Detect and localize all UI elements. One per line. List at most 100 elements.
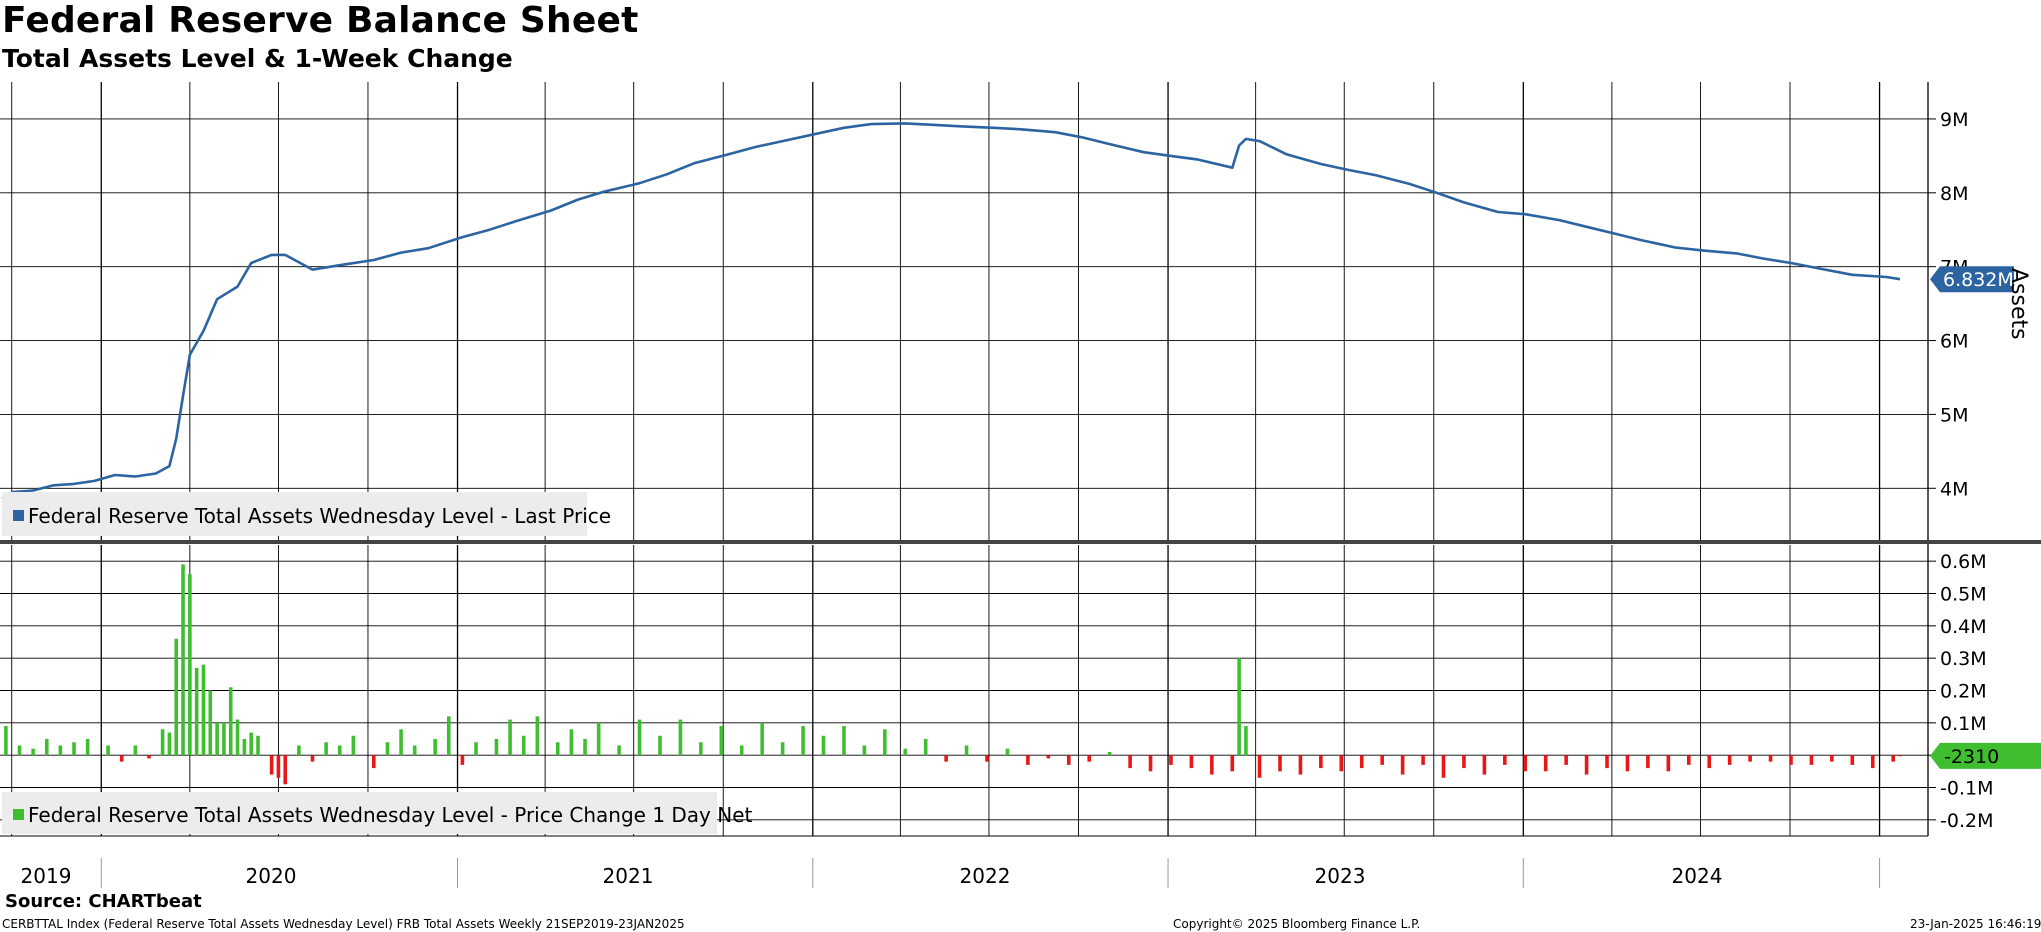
level-tick-label: 6M	[1940, 331, 1968, 353]
change-bar	[1666, 755, 1671, 772]
change-tick-label: 0.6M	[1940, 551, 1987, 573]
change-legend-swatch	[13, 809, 24, 820]
change-bar	[944, 755, 948, 762]
total-assets-line	[1, 122, 1901, 500]
change-bar	[215, 722, 219, 756]
change-bar	[1686, 755, 1691, 765]
change-bar	[1107, 751, 1112, 756]
change-bar	[596, 722, 601, 756]
change-bar	[1748, 755, 1752, 762]
change-bar	[1870, 755, 1875, 769]
change-bar	[147, 755, 151, 759]
change-tick-label: 0.2M	[1940, 681, 1987, 703]
change-legend-label: Federal Reserve Total Assets Wednesday L…	[28, 803, 753, 827]
change-bar	[1646, 755, 1650, 769]
change-bar	[446, 716, 451, 756]
change-tick-label: 0.4M	[1940, 616, 1987, 638]
last-change-value: -2310	[1944, 746, 1999, 768]
change-bar	[617, 745, 621, 756]
copyright-text: Copyright© 2025 Bloomberg Finance L.P.	[1173, 917, 1421, 931]
change-bar	[351, 735, 356, 756]
change-bar	[1148, 755, 1153, 772]
change-bar	[739, 745, 744, 756]
change-bar	[1319, 755, 1323, 769]
change-bar	[903, 748, 908, 756]
change-bar	[31, 748, 35, 756]
change-bar	[222, 722, 226, 756]
change-bar	[167, 732, 172, 756]
level-tick-label: 5M	[1940, 404, 1968, 426]
change-bar	[658, 735, 662, 756]
change-bar	[249, 732, 253, 756]
change-bar	[201, 664, 206, 756]
change-bar	[985, 755, 989, 762]
change-bar	[842, 726, 846, 756]
change-bar	[801, 726, 805, 756]
change-bar	[1026, 755, 1030, 765]
change-bar	[923, 739, 928, 756]
change-bar	[72, 742, 76, 756]
change-bar	[1046, 755, 1051, 759]
change-bar	[1244, 726, 1248, 756]
change-bar	[1230, 755, 1235, 772]
change-bar	[678, 719, 683, 756]
change-bar	[719, 726, 724, 756]
change-bar	[1210, 755, 1214, 775]
change-bar	[160, 729, 165, 756]
change-bar	[583, 739, 587, 756]
change-bar	[399, 729, 403, 756]
change-bar	[508, 719, 512, 756]
change-bar	[208, 690, 213, 756]
change-bar	[44, 739, 49, 756]
change-tick-label: 0.1M	[1940, 713, 1987, 735]
change-bar	[699, 742, 703, 756]
change-bar	[181, 564, 185, 756]
x-tick-label: 2020	[246, 864, 297, 888]
change-bar	[106, 745, 110, 756]
change-bar	[1237, 658, 1241, 756]
x-tick-label: 2023	[1315, 864, 1366, 888]
change-bar	[1707, 755, 1712, 769]
change-bar	[521, 735, 526, 756]
change-bar	[1421, 755, 1425, 765]
change-bar	[194, 667, 199, 756]
change-bar	[1727, 755, 1732, 765]
change-bar	[119, 755, 124, 762]
change-bar	[1809, 755, 1814, 765]
change-bar	[242, 739, 247, 756]
change-bar	[228, 687, 233, 756]
level-tick-label: 4M	[1940, 478, 1968, 500]
change-bar	[883, 729, 887, 756]
change-bar	[433, 739, 437, 756]
level-tick-label: 8M	[1940, 183, 1968, 205]
last-level-value: 6.832M	[1943, 269, 2014, 291]
x-tick-label: 2022	[960, 864, 1011, 888]
chart-title: Federal Reserve Balance Sheet	[2, 0, 639, 41]
change-bar	[535, 716, 540, 756]
change-bar	[1066, 755, 1071, 765]
change-bar	[474, 742, 478, 756]
change-bar	[1605, 755, 1609, 769]
change-bar	[324, 742, 328, 756]
level-legend-box	[2, 492, 587, 536]
change-bar	[1523, 755, 1528, 772]
last-change-tag	[1930, 742, 2041, 769]
change-bar	[1830, 755, 1834, 762]
change-bar	[85, 739, 90, 756]
change-bar	[188, 574, 192, 756]
change-bar	[821, 735, 826, 756]
change-bar	[58, 745, 63, 756]
change-tick-label: 0.3M	[1940, 648, 1987, 670]
change-legend-box	[2, 792, 717, 834]
index-description: CERBTTAL Index (Federal Reserve Total As…	[2, 917, 685, 931]
change-bar	[372, 755, 376, 769]
change-bar	[862, 745, 867, 756]
change-bar	[269, 755, 274, 775]
change-tick-label: 0.5M	[1940, 584, 1987, 606]
change-tick-label: -0.2M	[1940, 810, 1993, 832]
change-bar	[297, 745, 301, 756]
change-bar	[235, 719, 240, 756]
change-bar	[17, 745, 22, 756]
change-bar	[1339, 755, 1344, 772]
